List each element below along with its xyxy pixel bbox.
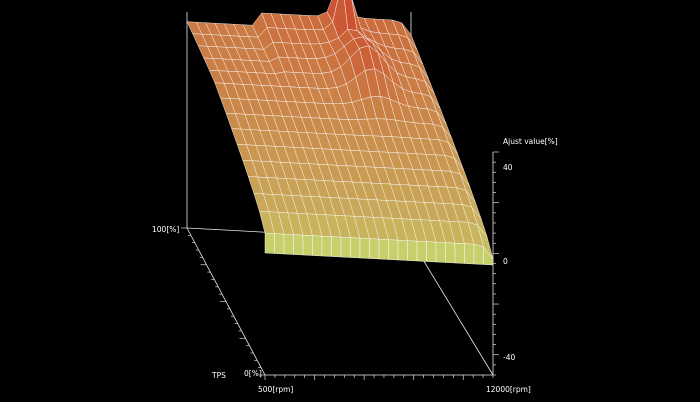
surface-front-wall-cell xyxy=(321,235,332,257)
surface-front-wall-cell xyxy=(359,237,370,259)
surface-front-wall-cell xyxy=(445,242,456,264)
surface-front-wall-cell xyxy=(416,240,427,262)
z-tick-label-bottom: -40 xyxy=(503,353,515,362)
tps-max-label: 100[%] xyxy=(152,225,179,234)
surface-front-wall-cell xyxy=(397,239,408,261)
surface-front-wall-cell xyxy=(483,246,494,266)
tps-axis-title: TPS xyxy=(211,371,226,380)
surface-front-wall-cell xyxy=(340,236,351,258)
tps-min-label: 0[%] xyxy=(244,369,262,378)
surface-front-wall-cell xyxy=(312,235,323,257)
surface-front-wall-cell xyxy=(388,239,399,261)
surface-front-wall-cell xyxy=(369,238,380,260)
surface-cell xyxy=(326,0,338,23)
surface-front-wall-cell xyxy=(378,238,389,260)
surface-front-wall-cell xyxy=(435,241,446,263)
surface-front-wall-cell xyxy=(407,240,418,262)
surface-front-wall-cell xyxy=(331,236,342,258)
surface-front-wall-cell xyxy=(464,243,475,265)
surface-front-wall-cell xyxy=(283,233,294,255)
surface-front-wall-cell xyxy=(293,234,304,256)
axis-ticks xyxy=(181,151,499,380)
surface-front-wall-cell xyxy=(350,237,361,259)
3d-surface-map[interactable] xyxy=(186,0,494,266)
surface-front-wall-cell xyxy=(264,232,275,254)
rpm-min-label: 500[rpm] xyxy=(258,385,293,394)
surface-front-wall-cell xyxy=(473,243,484,265)
surface-front-wall-cell xyxy=(302,234,313,256)
z-axis-title: Ajust value[%] xyxy=(503,137,558,146)
z-tick-label-mid: 0 xyxy=(503,257,508,266)
z-tick-label-top: 40 xyxy=(503,163,513,172)
rpm-max-label: 12000[rpm] xyxy=(486,385,531,394)
right-floor-edge xyxy=(410,239,494,376)
surface-front-wall-cell xyxy=(274,233,285,255)
surface-front-wall-cell xyxy=(454,242,465,264)
surface-front-wall-cell xyxy=(426,241,437,263)
